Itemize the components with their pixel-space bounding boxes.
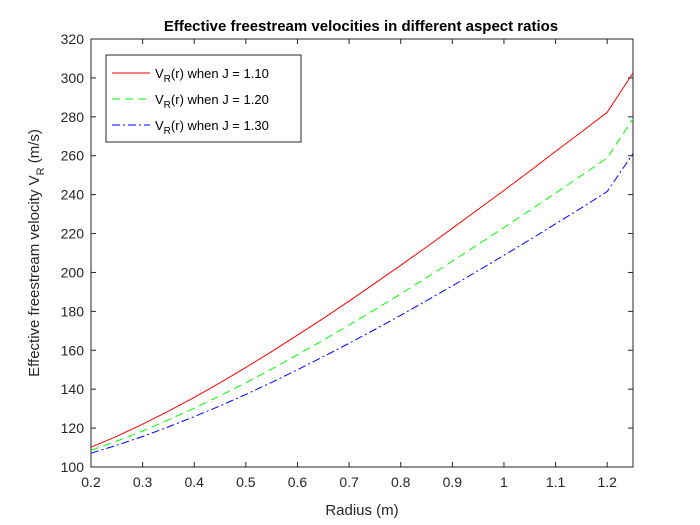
- y-tick-label: 120: [61, 420, 85, 436]
- series-line-3: [90, 153, 634, 454]
- x-tick-label: 1.2: [597, 474, 617, 490]
- y-tick-label: 100: [61, 459, 85, 475]
- y-tick-label: 320: [61, 31, 85, 47]
- series-line-2: [90, 118, 634, 451]
- y-axis-label-subscript: R: [35, 167, 47, 175]
- y-tick-label: 160: [61, 342, 85, 358]
- y-tick-label: 220: [61, 226, 85, 242]
- chart-title: Effective freestream velocities in diffe…: [164, 18, 558, 35]
- x-tick-label: 0.8: [391, 474, 411, 490]
- x-tick-label: 1.1: [546, 474, 566, 490]
- x-tick-label: 0.4: [185, 474, 205, 490]
- legend: VR(r) when J = 1.10 VR(r) when J = 1.20 VR…: [105, 54, 302, 143]
- y-tick-label: 180: [61, 303, 85, 319]
- x-tick-label: 0.7: [339, 474, 359, 490]
- x-tick-label: 0.9: [443, 474, 463, 490]
- x-tick-label: 0.6: [288, 474, 308, 490]
- y-axis-label-unit: (m/s): [26, 129, 43, 167]
- series-lines: [90, 72, 634, 454]
- legend-label-3: VR(r) when J = 1.30: [155, 118, 269, 137]
- y-tick-label: 240: [61, 187, 85, 203]
- y-tick-label: 260: [61, 148, 85, 164]
- x-axis-label: Radius (m): [325, 502, 398, 519]
- y-tick-label: 280: [61, 109, 85, 125]
- x-tick-label: 0.5: [236, 474, 256, 490]
- y-axis: 100 120 140 160 180 200 220 240 260 280 300 320: [61, 31, 633, 475]
- y-tick-label: 200: [61, 264, 85, 280]
- y-tick-label: 300: [61, 70, 85, 86]
- legend-label-1: VR(r) when J = 1.10: [155, 66, 269, 85]
- x-axis: 0.2 0.3 0.4 0.5 0.6 0.7 0.8 0.9 1 1.1 1.2: [81, 39, 617, 490]
- x-tick-label: 0.2: [81, 474, 101, 490]
- y-axis-label: Effective freestream velocity VR (m/s): [26, 129, 47, 377]
- y-axis-label-main: Effective freestream velocity V: [26, 175, 43, 376]
- y-tick-label: 140: [61, 381, 85, 397]
- x-tick-label: 1: [500, 474, 508, 490]
- series-line-1: [90, 72, 634, 448]
- legend-label-2: VR(r) when J = 1.20: [155, 92, 269, 111]
- x-tick-label: 0.3: [133, 474, 153, 490]
